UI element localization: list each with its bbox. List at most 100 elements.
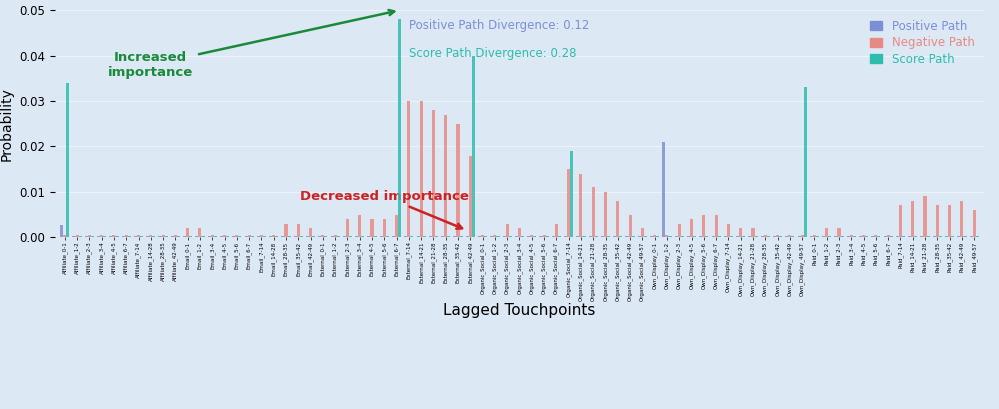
Bar: [773, 236, 776, 237]
Bar: [288, 236, 291, 237]
Bar: [973, 210, 976, 237]
Bar: [116, 236, 119, 237]
Bar: [828, 236, 831, 237]
Bar: [359, 214, 362, 237]
Bar: [850, 236, 853, 237]
Bar: [113, 236, 116, 237]
Bar: [337, 236, 340, 237]
Bar: [702, 214, 705, 237]
Bar: [322, 236, 325, 237]
Bar: [690, 219, 693, 237]
Bar: [739, 228, 742, 237]
Bar: [920, 236, 923, 237]
Bar: [945, 236, 948, 237]
Bar: [874, 236, 877, 237]
Bar: [727, 224, 730, 237]
Bar: [374, 236, 377, 237]
Text: Decreased importance: Decreased importance: [300, 190, 469, 229]
Bar: [91, 236, 94, 237]
Bar: [779, 236, 782, 237]
Bar: [859, 236, 862, 237]
Bar: [724, 236, 727, 237]
Bar: [914, 236, 917, 237]
Bar: [383, 219, 386, 237]
Bar: [380, 236, 383, 237]
Y-axis label: Probability: Probability: [0, 87, 14, 161]
Bar: [362, 236, 365, 237]
Bar: [976, 236, 979, 237]
Bar: [699, 236, 702, 237]
Bar: [260, 236, 263, 237]
Bar: [334, 236, 337, 237]
Bar: [420, 101, 423, 237]
Bar: [371, 219, 374, 237]
Bar: [791, 236, 794, 237]
Bar: [911, 201, 914, 237]
Bar: [628, 214, 631, 237]
Bar: [146, 236, 149, 237]
Bar: [557, 236, 561, 237]
Bar: [899, 205, 902, 237]
Bar: [79, 236, 82, 237]
Bar: [177, 236, 180, 237]
Bar: [822, 236, 825, 237]
Bar: [159, 236, 162, 237]
Bar: [637, 236, 640, 237]
Bar: [208, 236, 211, 237]
Bar: [128, 236, 131, 237]
Bar: [714, 214, 717, 237]
Bar: [545, 236, 548, 237]
Bar: [285, 224, 288, 237]
Bar: [103, 236, 106, 237]
Bar: [137, 236, 140, 237]
Bar: [588, 236, 591, 237]
Bar: [644, 236, 647, 237]
Bar: [763, 236, 767, 237]
Bar: [797, 236, 800, 237]
Bar: [214, 236, 217, 237]
Bar: [186, 228, 189, 237]
Bar: [960, 201, 963, 237]
Bar: [183, 236, 186, 237]
Bar: [466, 236, 469, 237]
Bar: [862, 236, 865, 237]
X-axis label: Lagged Touchpoints: Lagged Touchpoints: [444, 303, 595, 319]
Bar: [887, 236, 890, 237]
Bar: [730, 236, 733, 237]
Bar: [508, 236, 511, 237]
Bar: [896, 236, 899, 237]
Bar: [423, 236, 426, 237]
Bar: [460, 236, 463, 237]
Bar: [202, 236, 205, 237]
Bar: [653, 236, 656, 237]
Bar: [309, 228, 312, 237]
Bar: [349, 236, 352, 237]
Legend: Positive Path, Negative Path, Score Path: Positive Path, Negative Path, Score Path: [867, 16, 978, 69]
Bar: [245, 236, 248, 237]
Bar: [951, 236, 954, 237]
Bar: [963, 236, 966, 237]
Bar: [570, 151, 573, 237]
Bar: [140, 236, 143, 237]
Bar: [825, 228, 828, 237]
Bar: [594, 236, 597, 237]
Bar: [591, 187, 594, 237]
Bar: [505, 224, 508, 237]
Bar: [85, 236, 88, 237]
Bar: [567, 169, 570, 237]
Bar: [76, 236, 79, 237]
Bar: [800, 236, 803, 237]
Bar: [482, 236, 485, 237]
Bar: [165, 236, 168, 237]
Bar: [134, 236, 137, 237]
Bar: [306, 236, 309, 237]
Bar: [491, 236, 494, 237]
Bar: [435, 236, 439, 237]
Bar: [616, 201, 619, 237]
Bar: [485, 236, 488, 237]
Bar: [472, 56, 475, 237]
Bar: [530, 236, 533, 237]
Bar: [100, 236, 103, 237]
Bar: [607, 236, 610, 237]
Bar: [386, 236, 389, 237]
